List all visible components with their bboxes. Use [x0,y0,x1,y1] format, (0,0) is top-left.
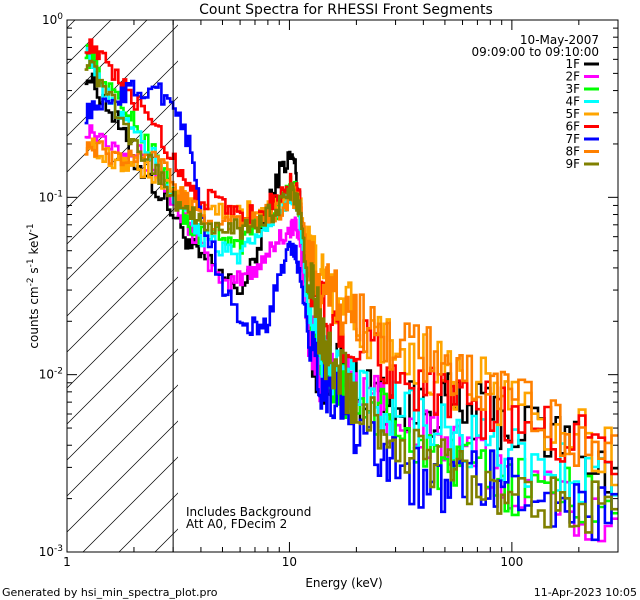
legend-label-8F: 8F [565,145,580,159]
legend-label-1F: 1F [565,57,580,71]
y-tick-label: 10-3 [39,544,63,559]
footer-generated: Generated by hsi_min_spectra_plot.pro [2,586,218,599]
hatch-line [67,348,178,461]
hatch-line [67,420,178,533]
plot-frame [66,19,619,553]
legend-time-range: 09:09:00 to 09:10:00 [472,45,599,59]
legend-label-2F: 2F [565,70,580,84]
hatch-line [67,20,148,101]
series-line-9F [84,59,618,534]
footer-timestamp: 11-Apr-2023 10:05 [534,586,637,599]
legend: 10-May-2007 09:09:00 to 09:10:00 1F2F3F4… [472,33,599,171]
hatch-line [67,204,178,317]
legend-label-7F: 7F [565,132,580,146]
legend-date: 10-May-2007 [520,33,599,47]
y-axis-label: counts cm-2 s-1 keV-1 [26,223,41,348]
y-tick-label: 10-2 [39,367,63,382]
x-tick-label: 10 [282,555,297,569]
legend-label-3F: 3F [565,82,580,96]
hatched-region [67,20,178,552]
axis-ticks: 1 10 100 10-3 10-2 10-1 100 [39,12,619,569]
hatch-line [67,384,178,497]
y-tick-label: 100 [42,12,63,27]
annotation-attenuator: Att A0, FDecim 2 [186,517,287,531]
y-tick-label: 10-1 [39,189,63,204]
hatch-line [82,456,178,552]
hatch-line [67,24,178,137]
x-tick-label: 100 [500,555,523,569]
annotation-background: Includes Background [186,505,311,519]
hatch-line [67,168,178,281]
x-tick-label: 1 [63,555,71,569]
legend-label-4F: 4F [565,95,580,109]
series-line-7F [84,79,618,542]
hatch-line [67,60,178,173]
legend-label-5F: 5F [565,107,580,121]
chart-title: Count Spectra for RHESSI Front Segments [199,2,493,18]
hatch-line [67,240,178,353]
legend-label-6F: 6F [565,120,580,134]
legend-label-9F: 9F [565,157,580,171]
x-axis-label: Energy (keV) [305,576,382,590]
series-group [84,38,618,543]
